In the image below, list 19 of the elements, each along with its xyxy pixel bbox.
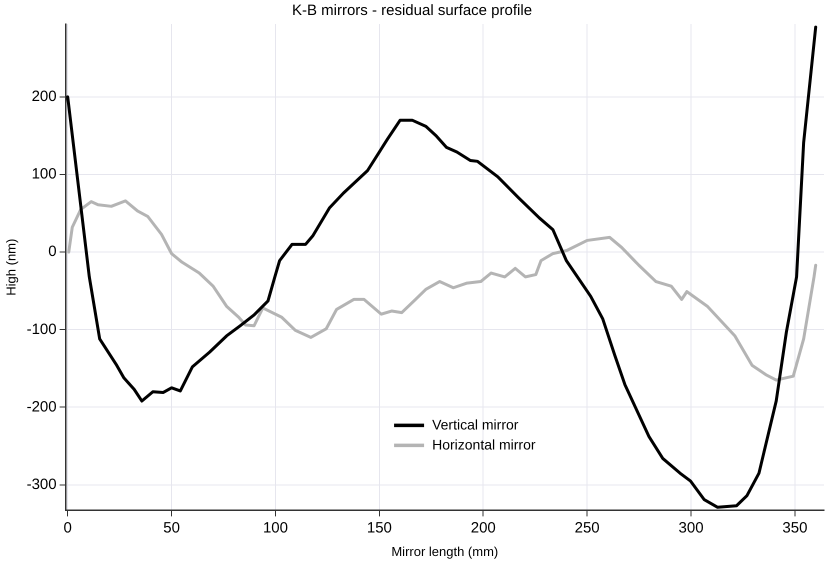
legend-label: Horizontal mirror: [432, 436, 536, 452]
x-tick-label: 350: [782, 520, 808, 537]
x-tick-label: 300: [678, 520, 704, 537]
x-tick-label: 50: [163, 520, 180, 537]
chart-title: K-B mirrors - residual surface profile: [292, 2, 532, 20]
y-tick-label: 200: [32, 88, 57, 106]
y-tick-label: -300: [26, 476, 57, 493]
x-tick-label: 250: [574, 520, 600, 537]
y-tick-label: -200: [26, 398, 57, 416]
x-tick-label: 0: [64, 520, 72, 537]
x-tick-label: 200: [470, 520, 496, 537]
x-tick-label: 100: [262, 520, 288, 537]
y-axis-title: High (nm): [3, 238, 18, 296]
legend-label: Vertical mirror: [432, 416, 519, 432]
y-tick-label: 100: [32, 166, 57, 183]
y-tick-label: -100: [26, 320, 57, 338]
y-tick-label: 0: [48, 243, 57, 260]
x-tick-label: 150: [366, 520, 392, 537]
x-axis-title: Mirror length (mm): [391, 544, 498, 559]
